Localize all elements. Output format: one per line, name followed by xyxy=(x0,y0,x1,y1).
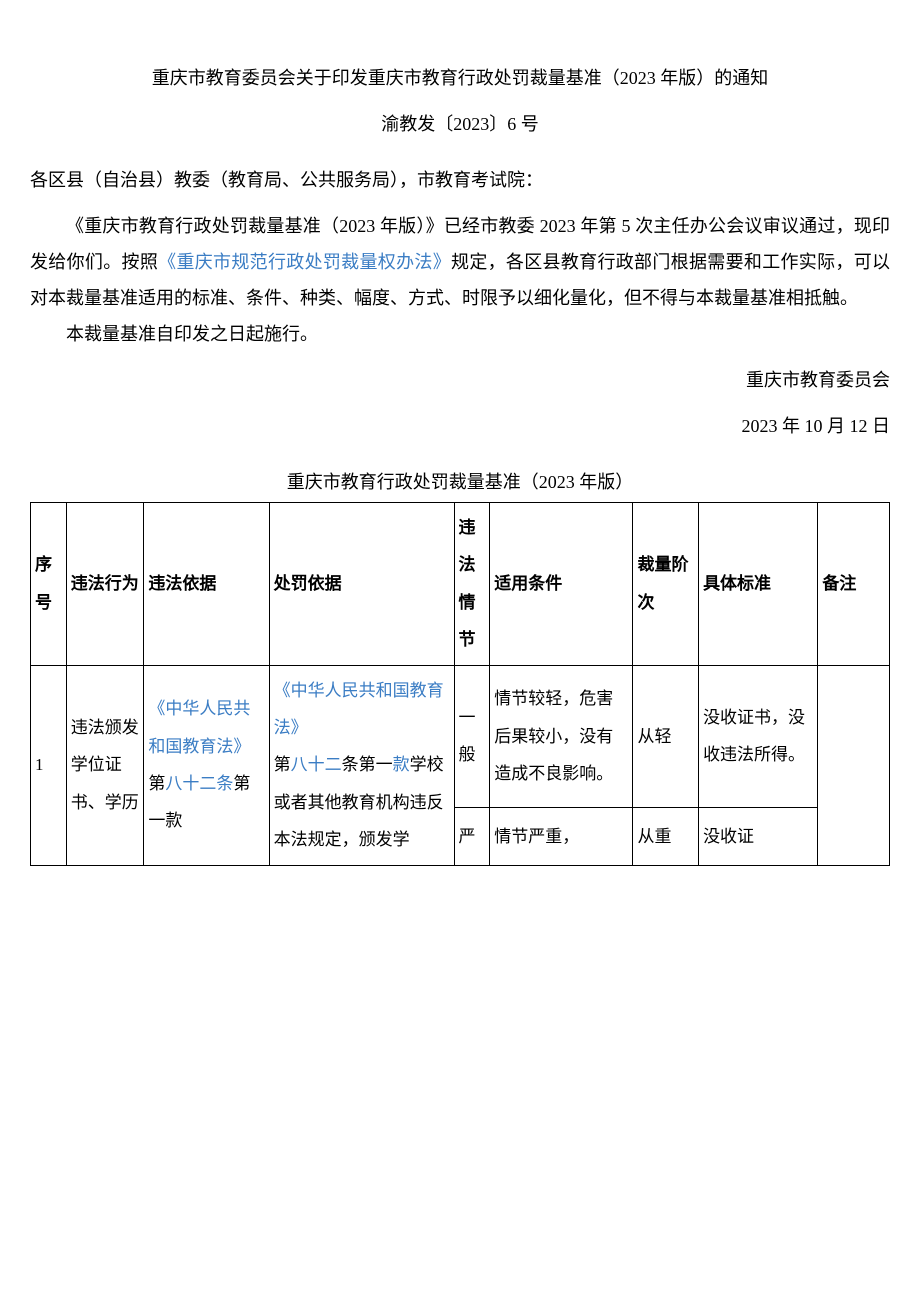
cell-cond-1: 情节较轻，危害后果较小，没有造成不良影响。 xyxy=(490,665,633,808)
cell-circ-2: 严 xyxy=(454,808,490,865)
cell-level-1: 从轻 xyxy=(633,665,699,808)
para1-link[interactable]: 《重庆市规范行政处罚裁量权办法》 xyxy=(158,252,451,272)
cell-std-1: 没收证书，没收违法所得。 xyxy=(699,665,818,808)
paragraph-2: 本裁量基准自印发之日起施行。 xyxy=(30,316,890,352)
doc-subtitle: 渝教发〔2023〕6 号 xyxy=(30,106,890,142)
cell-std-2: 没收证 xyxy=(699,808,818,865)
th-circ: 违法情节 xyxy=(454,503,490,666)
th-std: 具体标准 xyxy=(699,503,818,666)
cell-act: 违法颁发学位证书、学历 xyxy=(66,665,144,865)
signature-org: 重庆市教育委员会 xyxy=(30,362,890,398)
cell-note xyxy=(818,665,890,865)
basis2-text1: 第 xyxy=(274,755,291,774)
basis2-text2: 条第一 xyxy=(342,755,393,774)
table-title: 重庆市教育行政处罚裁量基准（2023 年版） xyxy=(30,464,890,500)
th-act: 违法行为 xyxy=(66,503,144,666)
basis2-link1[interactable]: 《中华人民共和国教育法》 xyxy=(274,681,444,737)
cell-level-2: 从重 xyxy=(633,808,699,865)
table-row: 1 违法颁发学位证书、学历 《中华人民共和国教育法》第八十二条第一款 《中华人民… xyxy=(31,665,890,808)
basis2-link3[interactable]: 款 xyxy=(393,755,410,774)
basis2-link2[interactable]: 八十二 xyxy=(291,755,342,774)
paragraph-1: 《重庆市教育行政处罚裁量基准（2023 年版）》已经市教委 2023 年第 5 … xyxy=(30,208,890,316)
cell-circ-1: 一般 xyxy=(454,665,490,808)
th-cond: 适用条件 xyxy=(490,503,633,666)
th-basis1: 违法依据 xyxy=(144,503,269,666)
th-basis2: 处罚依据 xyxy=(269,503,454,666)
th-level: 裁量阶次 xyxy=(633,503,699,666)
cell-cond-2: 情节严重， xyxy=(490,808,633,865)
cell-basis2: 《中华人民共和国教育法》第八十二条第一款学校或者其他教育机构违反本法规定，颁发学 xyxy=(269,665,454,865)
cell-seq: 1 xyxy=(31,665,67,865)
basis1-link1[interactable]: 《中华人民共和国教育法》 xyxy=(148,699,250,755)
table-header-row: 序号 违法行为 违法依据 处罚依据 违法情节 适用条件 裁量阶次 具体标准 备注 xyxy=(31,503,890,666)
th-seq: 序号 xyxy=(31,503,67,666)
addressee: 各区县（自治县）教委（教育局、公共服务局），市教育考试院： xyxy=(30,162,890,198)
signature-date: 2023 年 10 月 12 日 xyxy=(30,408,890,444)
basis1-text1: 第 xyxy=(148,774,165,793)
doc-title: 重庆市教育委员会关于印发重庆市教育行政处罚裁量基准（2023 年版）的通知 xyxy=(30,60,890,96)
cell-basis1: 《中华人民共和国教育法》第八十二条第一款 xyxy=(144,665,269,865)
th-note: 备注 xyxy=(818,503,890,666)
penalty-table: 序号 违法行为 违法依据 处罚依据 违法情节 适用条件 裁量阶次 具体标准 备注… xyxy=(30,502,890,866)
basis1-link2[interactable]: 八十二条 xyxy=(165,774,233,793)
